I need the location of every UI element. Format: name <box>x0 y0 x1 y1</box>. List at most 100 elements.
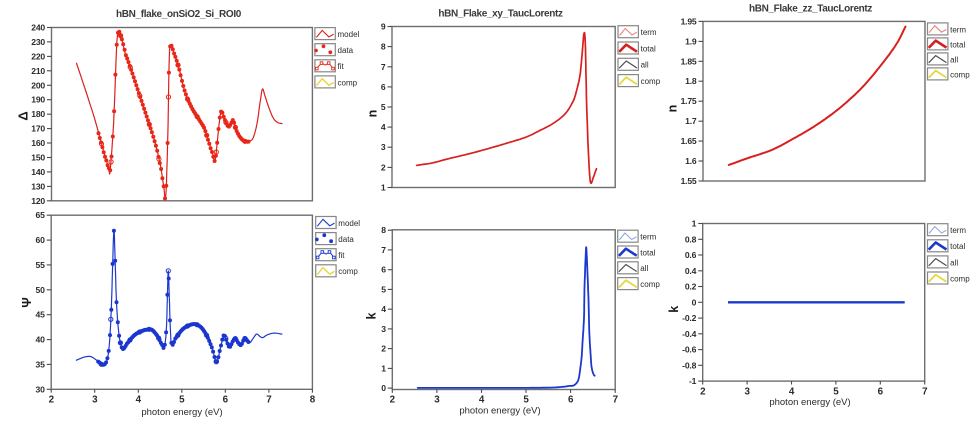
svg-text:7: 7 <box>381 62 386 72</box>
svg-text:5: 5 <box>381 284 386 294</box>
svg-text:n: n <box>666 105 680 113</box>
svg-text:term: term <box>640 233 656 242</box>
svg-text:k: k <box>667 306 681 313</box>
svg-text:fit: fit <box>338 251 345 260</box>
svg-text:2: 2 <box>381 344 386 354</box>
svg-text:total: total <box>641 44 656 53</box>
svg-text:65: 65 <box>36 210 46 220</box>
svg-text:160: 160 <box>31 138 45 148</box>
svg-text:5: 5 <box>381 102 386 112</box>
svg-text:1: 1 <box>381 363 386 373</box>
svg-text:photon energy (eV): photon energy (eV) <box>459 406 540 417</box>
svg-text:7: 7 <box>381 245 386 255</box>
svg-text:6: 6 <box>568 395 574 406</box>
svg-text:photon energy (eV): photon energy (eV) <box>141 407 222 418</box>
svg-text:all: all <box>641 61 649 70</box>
svg-text:Δ: Δ <box>16 111 31 120</box>
svg-text:-0.4: -0.4 <box>682 329 696 339</box>
svg-text:210: 210 <box>31 66 45 76</box>
svg-text:1.6: 1.6 <box>685 156 697 166</box>
svg-text:n: n <box>365 110 379 118</box>
svg-text:150: 150 <box>31 153 45 163</box>
svg-text:0.4: 0.4 <box>685 266 697 276</box>
svg-text:2: 2 <box>390 395 396 406</box>
svg-text:30: 30 <box>36 384 46 394</box>
svg-text:0: 0 <box>381 383 386 393</box>
svg-text:3: 3 <box>434 395 440 406</box>
svg-text:comp: comp <box>950 274 970 283</box>
svg-text:all: all <box>640 264 648 273</box>
svg-text:4: 4 <box>381 122 386 132</box>
svg-text:1.9: 1.9 <box>685 36 697 46</box>
svg-text:comp: comp <box>338 267 358 276</box>
svg-text:0.2: 0.2 <box>685 282 697 292</box>
svg-text:5: 5 <box>179 395 185 406</box>
svg-text:-0.8: -0.8 <box>682 360 696 370</box>
svg-text:3: 3 <box>381 324 386 334</box>
svg-text:comp: comp <box>338 78 358 87</box>
svg-text:term: term <box>950 25 966 34</box>
svg-text:35: 35 <box>36 359 46 369</box>
svg-text:7: 7 <box>613 395 619 406</box>
svg-text:hBN_Flake_xy_TaucLorentz: hBN_Flake_xy_TaucLorentz <box>438 9 563 20</box>
svg-text:2: 2 <box>700 386 706 397</box>
svg-text:1.55: 1.55 <box>681 176 697 186</box>
svg-text:6: 6 <box>223 395 229 406</box>
svg-text:6: 6 <box>878 386 884 397</box>
svg-text:k: k <box>365 312 379 319</box>
svg-text:1.95: 1.95 <box>681 16 697 26</box>
svg-text:0: 0 <box>692 297 697 307</box>
svg-text:comp: comp <box>950 70 970 79</box>
svg-text:2: 2 <box>49 395 55 406</box>
svg-text:7: 7 <box>266 395 272 406</box>
svg-text:comp: comp <box>640 280 660 289</box>
svg-text:total: total <box>950 242 965 251</box>
svg-text:data: data <box>338 235 354 244</box>
svg-text:50: 50 <box>36 285 46 295</box>
svg-text:1.75: 1.75 <box>681 96 697 106</box>
svg-text:total: total <box>950 40 965 49</box>
svg-text:5: 5 <box>523 395 529 406</box>
svg-text:1.85: 1.85 <box>681 56 697 66</box>
svg-text:4: 4 <box>479 395 485 406</box>
svg-text:4: 4 <box>136 395 142 406</box>
svg-text:170: 170 <box>31 124 45 134</box>
svg-text:180: 180 <box>31 109 45 119</box>
svg-text:fit: fit <box>338 62 345 71</box>
svg-text:model: model <box>338 219 360 228</box>
svg-text:40: 40 <box>36 335 46 345</box>
svg-text:8: 8 <box>381 42 386 52</box>
svg-text:230: 230 <box>31 37 45 47</box>
svg-text:0.6: 0.6 <box>685 250 697 260</box>
svg-text:8: 8 <box>310 395 316 406</box>
svg-text:total: total <box>640 248 655 257</box>
svg-text:hBN_flake_onSiO2_Si_ROI0: hBN_flake_onSiO2_Si_ROI0 <box>116 9 242 20</box>
svg-text:7: 7 <box>922 386 928 397</box>
svg-text:60: 60 <box>36 235 46 245</box>
svg-text:4: 4 <box>381 304 386 314</box>
svg-text:220: 220 <box>31 51 45 61</box>
svg-text:1: 1 <box>692 219 697 229</box>
svg-text:4: 4 <box>789 386 795 397</box>
svg-text:120: 120 <box>31 196 45 206</box>
svg-text:55: 55 <box>36 260 46 270</box>
svg-text:6: 6 <box>381 82 386 92</box>
svg-text:comp: comp <box>641 77 661 86</box>
svg-text:1: 1 <box>381 183 386 193</box>
svg-text:-1: -1 <box>689 376 697 386</box>
svg-text:0.8: 0.8 <box>685 234 697 244</box>
svg-text:5: 5 <box>833 386 839 397</box>
svg-text:200: 200 <box>31 80 45 90</box>
svg-text:1.8: 1.8 <box>685 76 697 86</box>
svg-text:term: term <box>641 28 657 37</box>
svg-text:all: all <box>950 55 958 64</box>
svg-text:term: term <box>950 226 966 235</box>
svg-text:3: 3 <box>92 395 98 406</box>
svg-text:140: 140 <box>31 167 45 177</box>
svg-text:1.65: 1.65 <box>681 136 697 146</box>
svg-text:8: 8 <box>381 225 386 235</box>
svg-text:model: model <box>338 30 360 39</box>
svg-text:Ψ: Ψ <box>19 297 34 308</box>
svg-text:190: 190 <box>31 95 45 105</box>
svg-text:45: 45 <box>36 310 46 320</box>
